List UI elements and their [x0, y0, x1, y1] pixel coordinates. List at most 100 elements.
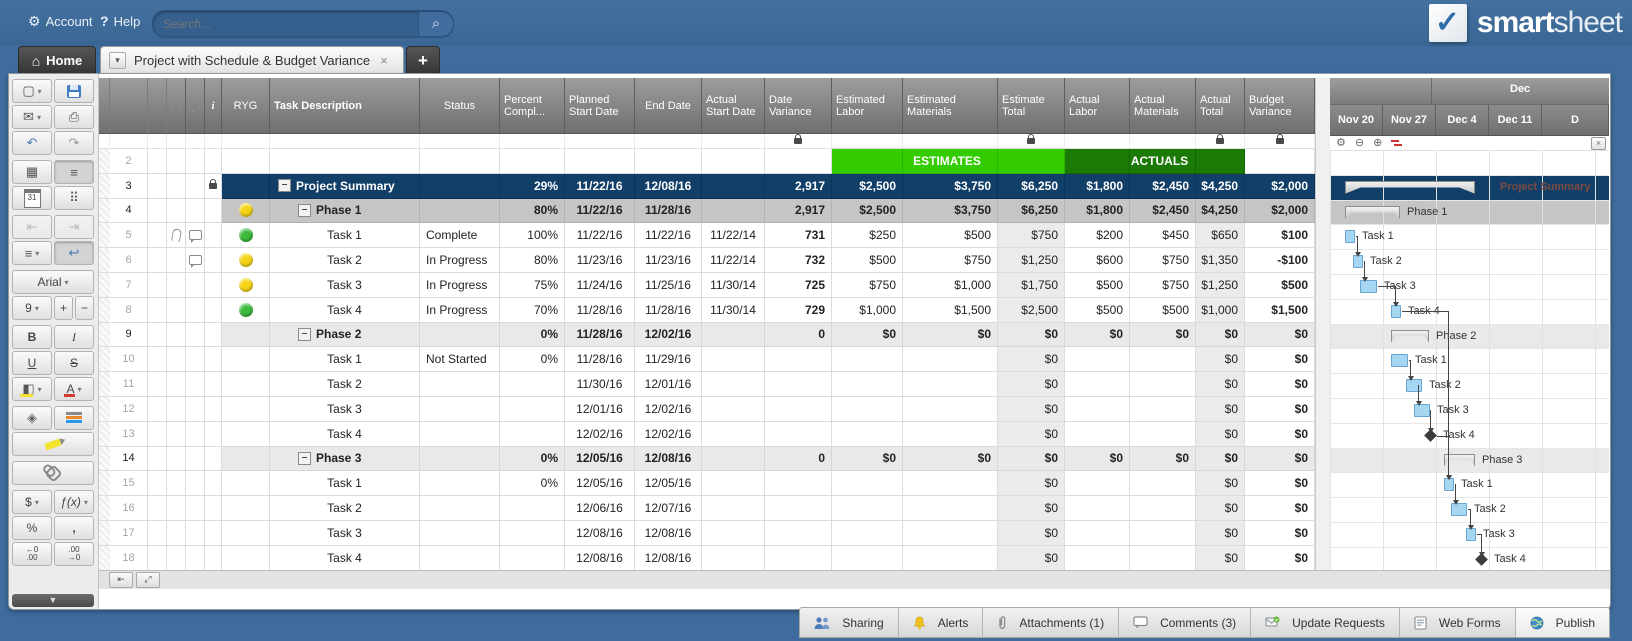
gantt-bar-task-3[interactable]	[1414, 404, 1430, 417]
column-header-ryg[interactable]: RYG	[222, 78, 270, 134]
cell-amat-r8[interactable]: $500	[1130, 297, 1196, 323]
column-header-clip[interactable]	[167, 78, 186, 134]
cell-alabor-r12[interactable]	[1065, 396, 1130, 422]
cell-pct-r11[interactable]	[500, 372, 565, 397]
zoom-out-icon[interactable]: ⊖	[1354, 137, 1365, 149]
cell-planned-r9[interactable]: 11/28/16	[565, 322, 635, 348]
cell-end-r11[interactable]: 12/01/16	[635, 372, 702, 397]
cell-atotal-r2[interactable]	[1196, 149, 1245, 174]
cell-elabor-r7[interactable]: $750	[832, 272, 903, 298]
row-drag-handle[interactable]	[99, 149, 110, 174]
cell-planned-r14[interactable]: 12/05/16	[565, 446, 635, 472]
cell-ryg-r14[interactable]	[222, 446, 270, 472]
cell-comment-r7[interactable]	[186, 272, 205, 298]
decrease-decimal-button[interactable]: ←0 .00	[12, 542, 52, 566]
cell-alabor-r4[interactable]: $1,800	[1065, 198, 1130, 224]
gantt-row-bg-12[interactable]	[1330, 399, 1609, 424]
row-number-12[interactable]: 12	[110, 396, 148, 422]
cell-elabor-r16[interactable]	[832, 496, 903, 521]
row-drag-handle[interactable]	[99, 520, 110, 546]
cell-astart-r9[interactable]	[702, 322, 765, 348]
gantt-row-bg-7[interactable]	[1330, 275, 1609, 300]
cell-elabor-r8[interactable]: $1,000	[832, 297, 903, 323]
cell-clip-r18[interactable]	[167, 545, 186, 571]
column-header-status[interactable]: Status	[420, 78, 500, 134]
cell-planned-r2[interactable]	[565, 149, 635, 174]
column-header-etotal[interactable]: Estimate Total	[998, 78, 1065, 134]
cell-atotal-r10[interactable]: $0	[1196, 347, 1245, 373]
cell-etotal-r12[interactable]: $0	[998, 396, 1065, 422]
wrap-text-button[interactable]: ↩	[54, 241, 94, 265]
cell-info-r2[interactable]	[205, 149, 222, 174]
cell-ryg-r7[interactable]	[222, 272, 270, 298]
ryg-status-yellow[interactable]	[238, 203, 253, 218]
cell-amat-r2[interactable]: ACTUALS	[1130, 149, 1196, 174]
row-drag-handle[interactable]	[99, 471, 110, 497]
cell-etotal-r5[interactable]: $750	[998, 223, 1065, 249]
gantt-row-bg-9[interactable]	[1330, 324, 1609, 350]
cell-end-r9[interactable]: 12/02/16	[635, 322, 702, 348]
cell-astart-r5[interactable]: 11/22/14	[702, 223, 765, 249]
cell-emat-r3[interactable]: $3,750	[903, 173, 998, 199]
account-menu[interactable]: ⚙ Account	[28, 13, 93, 29]
cell-bvar-r9[interactable]: $0	[1245, 322, 1315, 348]
gantt-row-bg-15[interactable]	[1330, 473, 1609, 499]
cell-task-r2[interactable]	[270, 149, 420, 174]
cell-sel-r18[interactable]	[148, 545, 167, 571]
search-button[interactable]: ⌕	[418, 12, 453, 36]
cell-pct-r9[interactable]: 0%	[500, 322, 565, 348]
bottom-tab-sharing[interactable]: Sharing	[800, 608, 899, 637]
cell-info-r14[interactable]	[205, 446, 222, 472]
percent-format-button[interactable]: %	[12, 516, 52, 540]
row-number-4[interactable]: 4	[110, 198, 148, 224]
cell-end-r17[interactable]: 12/08/16	[635, 520, 702, 546]
cell-astart-r2[interactable]	[702, 149, 765, 174]
ryg-status-green[interactable]	[238, 302, 253, 317]
link-button[interactable]	[12, 461, 94, 485]
cell-emat-r15[interactable]	[903, 471, 998, 497]
cell-end-r4[interactable]: 11/28/16	[635, 198, 702, 224]
cell-sel-r17[interactable]	[148, 520, 167, 546]
cell-task-r9[interactable]: – Phase 2	[270, 322, 420, 348]
cell-astart-r6[interactable]: 11/22/14	[702, 248, 765, 273]
cell-clip-r2[interactable]	[167, 149, 186, 174]
cell-info-r7[interactable]	[205, 272, 222, 298]
cell-atotal-r4[interactable]: $4,250	[1196, 198, 1245, 224]
cell-comment-r8[interactable]	[186, 297, 205, 323]
align-button[interactable]: ≡ ▾	[12, 241, 52, 265]
cell-dvar-r13[interactable]	[765, 421, 832, 447]
column-header-hatch[interactable]	[99, 78, 110, 134]
column-header-info[interactable]: i	[205, 78, 222, 134]
cell-emat-r11[interactable]	[903, 372, 998, 397]
cell-etotal-r15[interactable]: $0	[998, 471, 1065, 497]
cell-status-r14[interactable]	[420, 446, 500, 472]
cell-planned-r12[interactable]: 12/01/16	[565, 396, 635, 422]
hierarchy-view-button[interactable]: ≡	[54, 160, 94, 184]
column-header-comment[interactable]	[186, 78, 205, 134]
cell-sel-r13[interactable]	[148, 421, 167, 447]
cell-status-r2[interactable]	[420, 149, 500, 174]
cell-atotal-r6[interactable]: $1,350	[1196, 248, 1245, 273]
row-number-15[interactable]: 15	[110, 471, 148, 497]
outdent-button[interactable]: ⇤	[12, 215, 52, 239]
cell-status-r8[interactable]: In Progress	[420, 297, 500, 323]
comma-format-button[interactable]: ,	[54, 516, 94, 540]
email-button[interactable]: ✉ ▾	[12, 105, 52, 129]
strikethrough-button[interactable]: S	[54, 351, 94, 375]
cell-status-r6[interactable]: In Progress	[420, 248, 500, 273]
cell-amat-r17[interactable]	[1130, 520, 1196, 546]
cell-amat-r9[interactable]: $0	[1130, 322, 1196, 348]
cell-ryg-r4[interactable]	[222, 198, 270, 224]
cell-emat-r18[interactable]	[903, 545, 998, 571]
cell-elabor-r18[interactable]	[832, 545, 903, 571]
cell-task-r17[interactable]: Task 3	[270, 520, 420, 546]
gantt-row-bg-6[interactable]	[1330, 250, 1609, 275]
cell-emat-r8[interactable]: $1,500	[903, 297, 998, 323]
gantt-row-bg-2[interactable]	[1330, 151, 1609, 176]
cell-status-r3[interactable]	[420, 173, 500, 199]
cell-etotal-r3[interactable]: $6,250	[998, 173, 1065, 199]
cell-amat-r5[interactable]: $450	[1130, 223, 1196, 249]
comment-icon[interactable]	[188, 255, 202, 269]
cell-emat-r2[interactable]: ESTIMATES	[903, 149, 998, 174]
row-number-9[interactable]: 9	[110, 322, 148, 348]
